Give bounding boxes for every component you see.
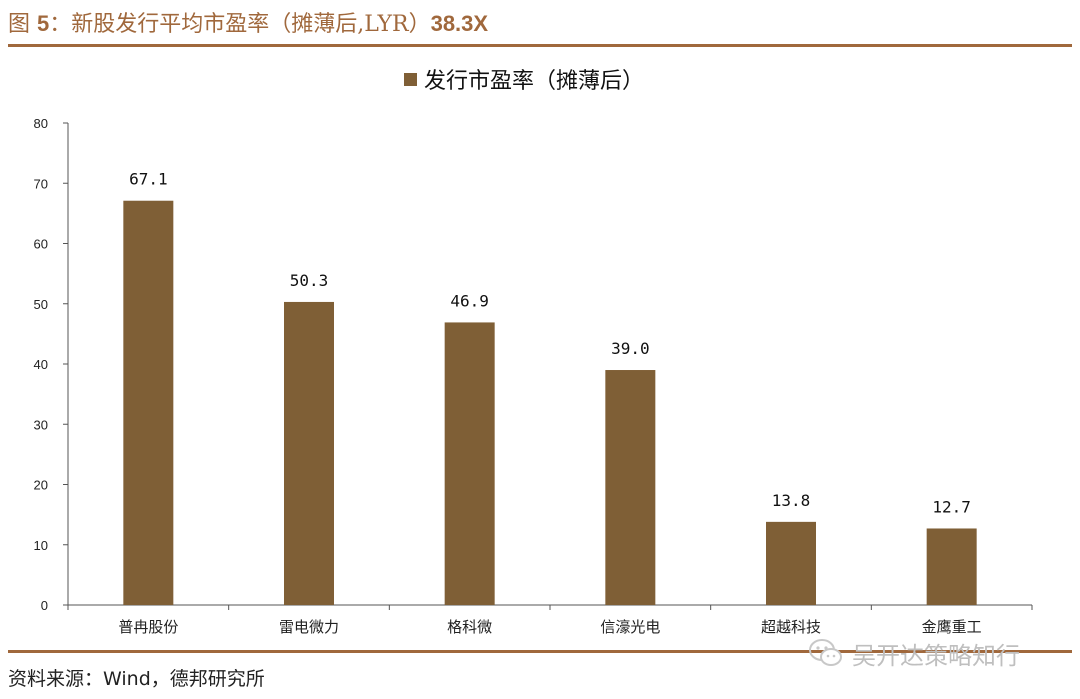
bar-value-label: 50.3	[290, 271, 329, 290]
bar-value-label: 67.1	[129, 170, 168, 189]
watermark-text: 吴开达策略知行	[852, 641, 1020, 670]
figure-number: 5	[37, 11, 50, 36]
bar-value-label: 46.9	[450, 291, 489, 310]
watermark: 吴开达策略知行	[808, 636, 1020, 670]
y-tick-label: 40	[34, 357, 48, 372]
figure-colon: ：	[49, 12, 72, 37]
y-tick-label: 60	[34, 237, 48, 252]
legend-swatch	[404, 73, 417, 86]
y-tick-label: 70	[34, 176, 48, 191]
x-category-label: 金鹰重工	[922, 618, 982, 636]
x-category-label: 雷电微力	[279, 618, 339, 636]
figure-title-text: 新股发行平均市盈率（摊薄后,LYR）	[71, 12, 431, 37]
x-category-label: 信濠光电	[600, 618, 660, 636]
footer-divider	[8, 650, 1072, 653]
y-tick-label: 20	[34, 478, 48, 493]
y-tick-label: 50	[34, 297, 48, 312]
source-note: 资料来源：Wind，德邦研究所	[8, 668, 265, 690]
figure-label: 图	[8, 12, 31, 37]
bar	[766, 521, 816, 605]
bar-chart: 发行市盈率（摊薄后） 0 10 20 30 40 50 60 70 80 67.1 普冉股份 50.3 雷…	[34, 69, 1033, 636]
title-divider	[8, 44, 1072, 47]
bar	[123, 200, 174, 605]
y-tick-label: 0	[41, 598, 48, 613]
legend-label: 发行市盈率（摊薄后）	[424, 69, 644, 94]
wechat-icon	[809, 639, 842, 666]
x-category-label: 格科微	[447, 618, 492, 636]
x-category-label: 普冉股份	[118, 618, 178, 636]
bar-value-label: 39.0	[611, 339, 650, 358]
figure-title-value: 38.3X	[430, 11, 489, 36]
y-tick-label: 10	[34, 538, 48, 553]
figure-title: 图 5：新股发行平均市盈率（摊薄后,LYR）38.3X	[8, 6, 488, 38]
bar	[926, 528, 977, 605]
bar	[284, 301, 334, 605]
y-tick-label: 80	[34, 116, 48, 131]
bar-value-label: 12.7	[932, 497, 971, 516]
bar	[444, 322, 495, 605]
bar-value-label: 13.8	[772, 491, 811, 510]
bar	[605, 370, 656, 605]
x-category-label: 超越科技	[761, 618, 821, 636]
y-tick-label: 30	[34, 417, 48, 432]
